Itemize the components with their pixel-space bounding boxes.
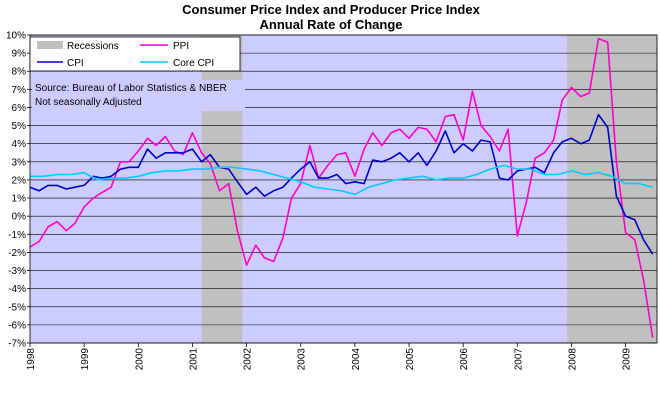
chart-subtitle: Annual Rate of Change [259,17,402,32]
x-tick-label: 2002 [243,348,254,371]
y-tick-label: 8% [12,67,27,78]
plot-border [29,34,658,344]
y-tick-label: 7% [12,85,27,96]
recession-band [567,35,657,343]
y-tick-label: 6% [12,103,27,114]
axes: 10% 9% 8% 7% 6% 5% 4% 3% 2% 1% 0% -1% -2% -3% -4% -5% -6… [6,31,658,371]
x-tick-label: 2003 [297,348,308,371]
y-tick-label: 1% [12,194,27,205]
x-tick-label: 2006 [459,348,470,371]
legend-cpi-label: CPI [67,58,84,69]
x-tick-label: 1999 [80,348,91,371]
gridlines [30,34,657,344]
series-line-ppi [29,37,654,338]
y-tick-label: 0% [12,212,27,223]
series-line-core-cpi [30,164,653,196]
y-tick-label: 4% [12,139,27,150]
x-tick-label: 2008 [567,348,578,371]
x-tick-label: 2000 [134,348,145,371]
x-tick-label: 2001 [188,348,199,371]
source-notes-box [32,80,245,111]
x-tick-label: 2009 [622,348,633,371]
y-tick-label: 10% [6,31,26,42]
y-tick-label: -1% [8,230,26,241]
x-tick-label: 2007 [513,348,524,371]
y-tick-label: 5% [12,121,27,132]
y-tick-label: 9% [12,49,27,60]
legend-ppi-label: PPI [173,41,189,52]
legend-recession-swatch [37,41,63,49]
y-tick-label: -7% [8,339,26,350]
x-tick-label: 2005 [405,348,416,371]
legend-core-cpi-label: Core CPI [173,58,214,69]
series-line-cpi [29,113,654,255]
y-tick-label: -3% [8,266,26,277]
chart-title: Consumer Price Index and Producer Price … [182,2,480,17]
y-tick-label: -2% [8,248,26,259]
y-tick-label: 3% [12,157,27,168]
legend-recession-label: Recessions [67,41,119,52]
y-tick-label: -6% [8,320,26,331]
adjustment-note: Not seasonally Adjusted [35,97,142,108]
legend: Recessions PPI CPI Core CPI [29,36,241,72]
series-lines [29,37,654,338]
x-tick-label: 1998 [26,348,37,371]
legend-box [29,36,241,72]
x-tick-label: 2004 [351,348,362,371]
source-note: Source: Bureau of Labor Statistics & NBE… [35,83,227,94]
y-tick-label: -4% [8,284,26,295]
source-notes: Source: Bureau of Labor Statistics & NBE… [32,80,245,111]
y-tick-label: -5% [8,302,26,313]
y-tick-label: 2% [12,175,27,186]
